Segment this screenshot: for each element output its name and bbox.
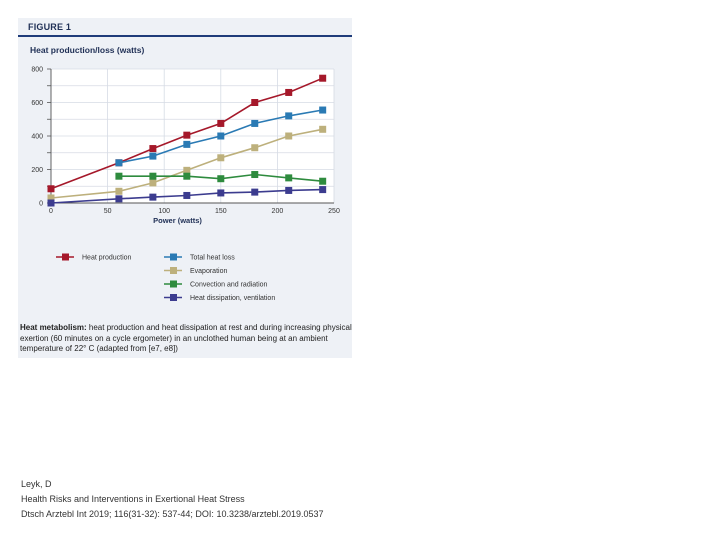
data-point (149, 145, 157, 153)
figure-label: FIGURE 1 (28, 22, 72, 32)
data-point (183, 140, 191, 148)
data-point (217, 189, 225, 197)
citation-title: Health Risks and Interventions in Exerti… (21, 494, 245, 504)
data-point (217, 154, 225, 162)
y-tick-label: 800 (31, 67, 43, 74)
data-point (285, 186, 293, 194)
chart-title: Heat production/loss (watts) (30, 45, 144, 55)
data-point (183, 191, 191, 199)
data-point (319, 74, 327, 82)
legend-label: Convection and radiation (190, 282, 268, 289)
x-tick-label: 100 (158, 208, 170, 215)
legend-label: Total heat loss (190, 255, 235, 262)
data-point (319, 125, 327, 133)
x-tick-label: 150 (215, 208, 227, 215)
y-tick-label: 0 (39, 201, 43, 208)
x-tick-label: 250 (328, 208, 340, 215)
data-point (47, 194, 55, 202)
citation-journal: Dtsch Arztebl Int 2019; 116(31-32): 537-… (21, 509, 324, 519)
y-tick-label: 600 (31, 100, 43, 107)
data-point (217, 132, 225, 140)
legend-marker (170, 267, 177, 274)
data-point (251, 188, 259, 196)
citation-author: Leyk, D (21, 479, 52, 489)
data-point (217, 175, 225, 183)
data-point (149, 179, 157, 187)
data-point (115, 172, 123, 180)
legend-marker (170, 253, 177, 261)
data-point (149, 172, 157, 180)
data-point (115, 159, 123, 167)
series-line (50, 128, 323, 199)
figure-caption: Heat metabolism: heat production and hea… (20, 323, 352, 355)
data-point (47, 199, 55, 207)
data-point (251, 99, 259, 106)
data-point (319, 186, 327, 194)
data-point (115, 187, 123, 195)
data-point (217, 119, 225, 127)
legend-marker (170, 280, 177, 288)
citation: Leyk, D Health Risks and Interventions i… (21, 477, 324, 522)
data-point (285, 88, 293, 96)
legend-marker (62, 253, 69, 261)
header-rule (18, 35, 352, 37)
data-point (149, 193, 157, 201)
legend-label: Evaporation (190, 268, 227, 275)
x-tick-label: 200 (272, 208, 284, 215)
y-tick-label: 200 (31, 167, 43, 174)
data-point (47, 185, 55, 193)
caption-text: heat production and heat dissipation at … (20, 323, 352, 353)
x-tick-label: 50 (104, 208, 112, 215)
series-line (50, 77, 324, 190)
data-point (251, 171, 259, 179)
caption-heading: Heat metabolism: (20, 323, 87, 332)
legend-marker (170, 294, 177, 301)
data-point (285, 174, 293, 182)
data-point (251, 119, 259, 127)
line-chart: Heat production/loss (watts) 0 200 400 600 80… (30, 45, 340, 302)
series-line (50, 188, 323, 204)
data-point (183, 131, 191, 139)
legend-label: Heat production (82, 255, 132, 262)
data-point (149, 152, 157, 160)
data-point (285, 112, 293, 120)
x-tick-label: 0 (49, 208, 53, 215)
y-tick-label: 400 (31, 134, 43, 141)
data-point (183, 172, 191, 180)
data-point (319, 106, 327, 114)
x-axis-label: Power (watts) (153, 216, 202, 225)
data-point (319, 177, 327, 185)
figure-panel: FIGURE 1 Heat production/loss (watts) 0 20… (18, 18, 352, 358)
data-point (251, 144, 259, 152)
legend-label: Heat dissipation, ventilation (190, 295, 275, 302)
data-point (115, 195, 123, 203)
data-point (285, 132, 293, 140)
data-point (183, 166, 191, 174)
